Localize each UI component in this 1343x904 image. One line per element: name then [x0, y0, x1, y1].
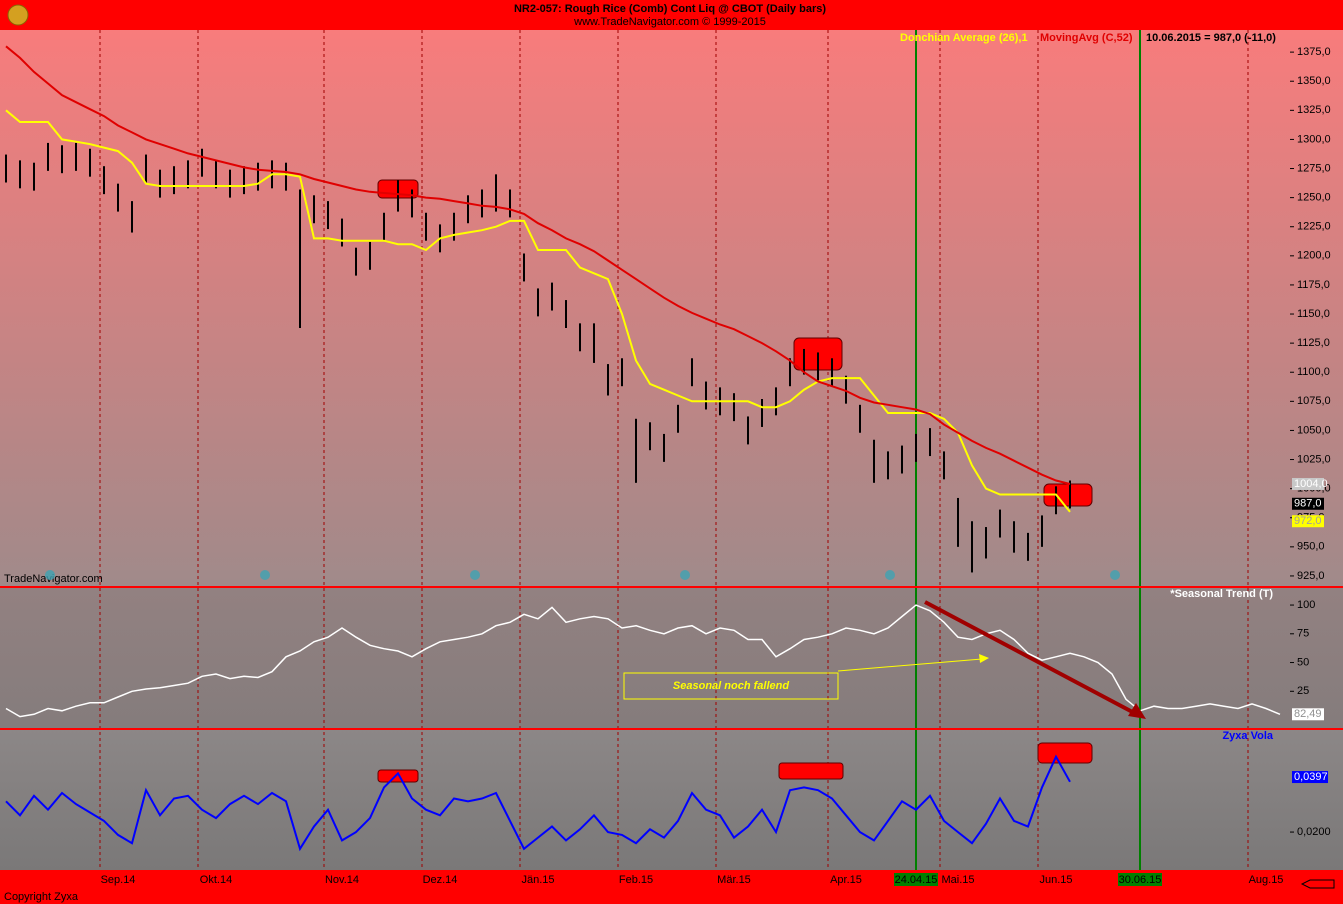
y-tick-label: 50	[1297, 656, 1309, 668]
y-tick-label: 1275,0	[1297, 162, 1331, 174]
y-tick-label: 1350,0	[1297, 75, 1331, 87]
y-tick-label: 0,0200	[1297, 826, 1331, 838]
footer: Copyright Zyxa	[4, 891, 79, 903]
x-tick-label: Sep.14	[101, 874, 136, 886]
value-badge	[1292, 477, 1324, 490]
value-badge-label: 82,49	[1294, 708, 1322, 720]
price-panel	[0, 30, 1343, 587]
scroll-arrow[interactable]	[1300, 879, 1335, 889]
y-tick-label: 1050,0	[1297, 424, 1331, 436]
legend-entry: *Seasonal Trend (T)	[1170, 588, 1273, 600]
date-highlight	[894, 873, 938, 886]
series-line	[5, 604, 1281, 718]
legend-entry: Donchian Average (26),1	[900, 32, 1028, 44]
annotation-arrow	[837, 658, 983, 672]
value-badge-label: 1004,0	[1294, 478, 1328, 490]
logo[interactable]	[7, 4, 29, 26]
y-tick-label: 1225,0	[1297, 221, 1331, 233]
seasonal-panel	[0, 587, 1343, 729]
y-tick-label: 1025,0	[1297, 453, 1331, 465]
y-tick-label: 925,0	[1297, 570, 1325, 582]
y-tick-label: 1375,0	[1297, 46, 1331, 58]
plot: Sep.14 Okt.14 Nov.14 Dez.14 Jän.15 Feb.15 Mär.…	[5, 32, 1331, 886]
series-line	[5, 45, 1071, 485]
value-badge	[1292, 708, 1324, 721]
legend-entry: Zyxa Vola	[1222, 730, 1273, 742]
value-badge-label: 987,0	[1294, 498, 1322, 510]
chart-title: NR2-057: Rough Rice (Comb) Cont Liq @ CB…	[514, 3, 826, 15]
y-tick-label: 1075,0	[1297, 395, 1331, 407]
status: 10.06.2015 = 987,0 (-11,0)	[1146, 32, 1276, 44]
panel-borders	[0, 586, 1343, 872]
y-tick-label: 1200,0	[1297, 250, 1331, 262]
value-badge	[1292, 515, 1324, 528]
value-badge	[1292, 497, 1324, 510]
x-tick-label: 24.04.15	[895, 874, 938, 886]
watermark: TradeNavigator.com	[4, 573, 103, 585]
header-band	[0, 0, 1343, 30]
x-tick-label: Jun.15	[1039, 874, 1072, 886]
vola-panel	[0, 729, 1343, 872]
trend-arrow	[924, 600, 1141, 718]
annotation-box	[623, 672, 839, 700]
x-tick-label: Mai.15	[941, 874, 974, 886]
y-tick-label: 25	[1297, 685, 1309, 697]
x-tick-label: 30.06.15	[1119, 874, 1162, 886]
chart-subtitle: www.TradeNavigator.com © 1999-2015	[573, 16, 766, 28]
trend-arrow-head	[1128, 703, 1146, 719]
y-tick-label: 950,0	[1297, 541, 1325, 553]
x-tick-label: Nov.14	[325, 874, 359, 886]
x-tick-label: Feb.15	[619, 874, 653, 886]
value-badge	[1292, 771, 1328, 784]
x-tick-label: Jän.15	[521, 874, 554, 886]
y-tick-label: 75	[1297, 628, 1309, 640]
legend-entry: MovingAvg (C,52)	[1040, 32, 1133, 44]
y-tick-label: 1300,0	[1297, 133, 1331, 145]
y-tick-label: 1100,0	[1297, 366, 1330, 378]
event-icons	[45, 570, 1120, 580]
x-tick-label: Okt.14	[200, 874, 232, 886]
x-tick-label: Dez.14	[423, 874, 458, 886]
x-tick-label: Mär.15	[717, 874, 751, 886]
annotation-arrow-head	[979, 654, 989, 663]
series-line	[5, 754, 1071, 852]
y-tick-label: 1325,0	[1297, 104, 1331, 116]
y-tick-label: 1250,0	[1297, 192, 1331, 204]
value-badge-label: 0,0397	[1294, 771, 1328, 783]
y-tick-label: 1175,0	[1297, 279, 1330, 291]
annotation: Seasonal noch fallend	[673, 680, 789, 692]
x-tick-label: Aug.15	[1249, 874, 1284, 886]
series-line	[5, 109, 1071, 513]
grid	[99, 30, 1249, 872]
y-tick-label: 100	[1297, 599, 1315, 611]
y-tick-label: 1125,0	[1297, 337, 1330, 349]
date-highlight	[1118, 873, 1162, 886]
x-tick-label: Apr.15	[830, 874, 862, 886]
value-badge-label: 972,0	[1294, 515, 1322, 527]
y-tick-label: 1150,0	[1297, 308, 1330, 320]
